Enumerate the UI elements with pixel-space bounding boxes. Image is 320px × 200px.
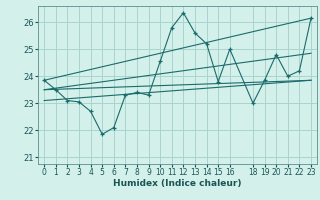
- X-axis label: Humidex (Indice chaleur): Humidex (Indice chaleur): [113, 179, 242, 188]
